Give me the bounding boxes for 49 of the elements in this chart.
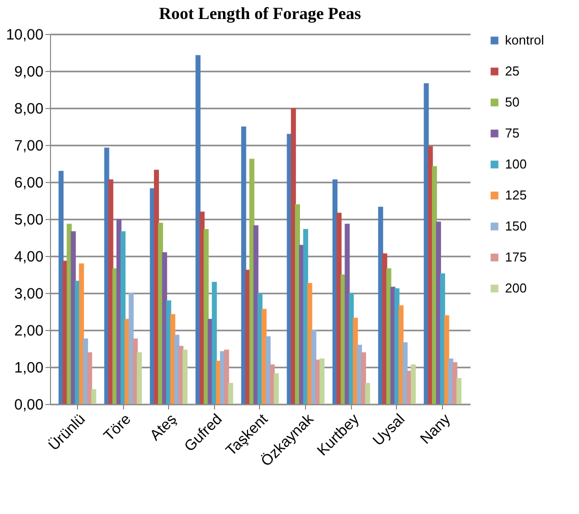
legend-label: kontrol	[505, 32, 544, 48]
bar	[307, 283, 312, 404]
legend-label: 75	[505, 126, 520, 140]
bar	[319, 358, 324, 404]
legend-label: 125	[505, 188, 527, 202]
legend-label: 25	[505, 64, 520, 78]
bar	[456, 378, 462, 404]
y-tick-label: 8,00	[14, 100, 44, 118]
y-tick-label: 4,00	[14, 248, 44, 266]
legend-label: 50	[505, 94, 520, 110]
bar	[444, 315, 450, 404]
bar	[365, 382, 370, 404]
bar	[274, 373, 279, 404]
bar	[78, 263, 84, 404]
bar	[91, 389, 96, 404]
legend-label: 100	[505, 156, 527, 172]
x-tick-label: Töre	[100, 410, 134, 445]
bar	[104, 148, 110, 404]
bar	[166, 300, 172, 404]
bar	[66, 224, 72, 404]
bar	[361, 352, 366, 404]
y-tick-label: 7,00	[14, 138, 44, 154]
bar	[410, 364, 416, 404]
bar	[224, 350, 230, 404]
y-tick-label: 9,00	[14, 64, 44, 80]
y-tick-label: 2,00	[14, 322, 44, 340]
legend-label: 175	[505, 250, 527, 264]
bar	[270, 364, 275, 404]
y-tick-label: 0,00	[14, 396, 44, 414]
legend-label: 150	[505, 218, 527, 234]
legend-label: 200	[505, 280, 527, 296]
y-tick-label: 10,00	[6, 26, 44, 44]
bar	[344, 224, 350, 404]
y-tick-label: 5,00	[14, 212, 44, 228]
bar	[406, 370, 412, 404]
chart-title: Root Length of Forage Peas	[158, 4, 362, 23]
bar	[241, 126, 246, 404]
bar	[182, 350, 188, 404]
y-tick-label: 1,00	[14, 360, 44, 376]
y-tick-label: 3,00	[14, 286, 44, 302]
bar	[128, 293, 134, 404]
bar	[212, 282, 217, 404]
x-tick-label: Ateş	[146, 410, 180, 444]
bar	[87, 352, 92, 404]
bar	[204, 228, 209, 404]
y-tick-label: 6,00	[14, 174, 44, 192]
bar	[382, 253, 388, 404]
bar	[136, 352, 142, 404]
bar	[228, 382, 234, 404]
